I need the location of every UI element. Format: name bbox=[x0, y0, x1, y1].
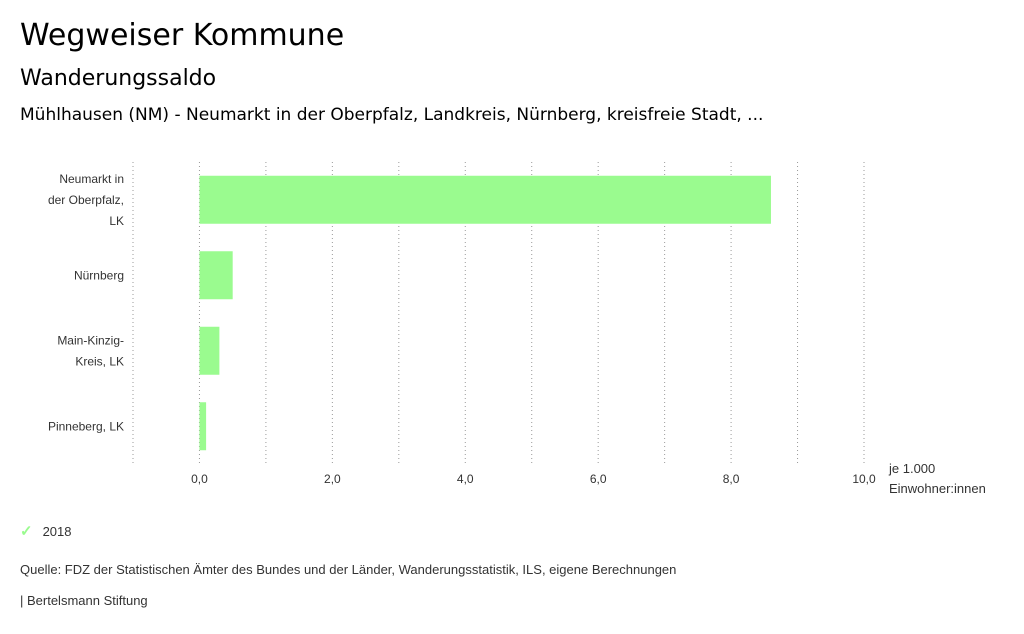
region-selection: Mühlhausen (NM) - Neumarkt in der Oberpf… bbox=[20, 105, 764, 125]
bar bbox=[199, 326, 220, 375]
x-axis-unit: je 1.000 Einwohner:innen bbox=[889, 459, 986, 499]
brand-credit: | Bertelsmann Stiftung bbox=[20, 593, 148, 608]
category-label: Kreis, LK bbox=[75, 354, 124, 368]
legend-label: 2018 bbox=[42, 523, 72, 539]
x-tick-label: 10,0 bbox=[852, 472, 876, 486]
category-label: Nürnberg bbox=[74, 268, 124, 282]
category-label: LK bbox=[109, 214, 124, 228]
source-note: Quelle: FDZ der Statistischen Ämter des … bbox=[20, 562, 677, 577]
bar bbox=[199, 175, 771, 224]
checkmark-icon: ✓ bbox=[20, 523, 33, 540]
category-label: Neumarkt in bbox=[59, 172, 124, 186]
bar bbox=[199, 251, 233, 300]
x-tick-label: 8,0 bbox=[723, 472, 740, 486]
legend-item-2018[interactable]: ✓ 2018 bbox=[20, 522, 72, 540]
category-label: Main-Kinzig- bbox=[57, 333, 124, 347]
chart-subtitle: Wanderungssaldo bbox=[20, 66, 217, 91]
x-axis-unit-line-1: je 1.000 bbox=[889, 461, 936, 476]
x-axis-unit-line-2: Einwohner:innen bbox=[889, 481, 986, 496]
bar bbox=[199, 402, 207, 451]
x-tick-label: 0,0 bbox=[191, 472, 208, 486]
x-tick-label: 4,0 bbox=[457, 472, 474, 486]
category-label: der Oberpfalz, bbox=[48, 193, 124, 207]
x-tick-label: 6,0 bbox=[590, 472, 607, 486]
page-title: Wegweiser Kommune bbox=[20, 18, 345, 53]
category-label: Pinneberg, LK bbox=[48, 419, 124, 433]
x-tick-label: 2,0 bbox=[324, 472, 341, 486]
